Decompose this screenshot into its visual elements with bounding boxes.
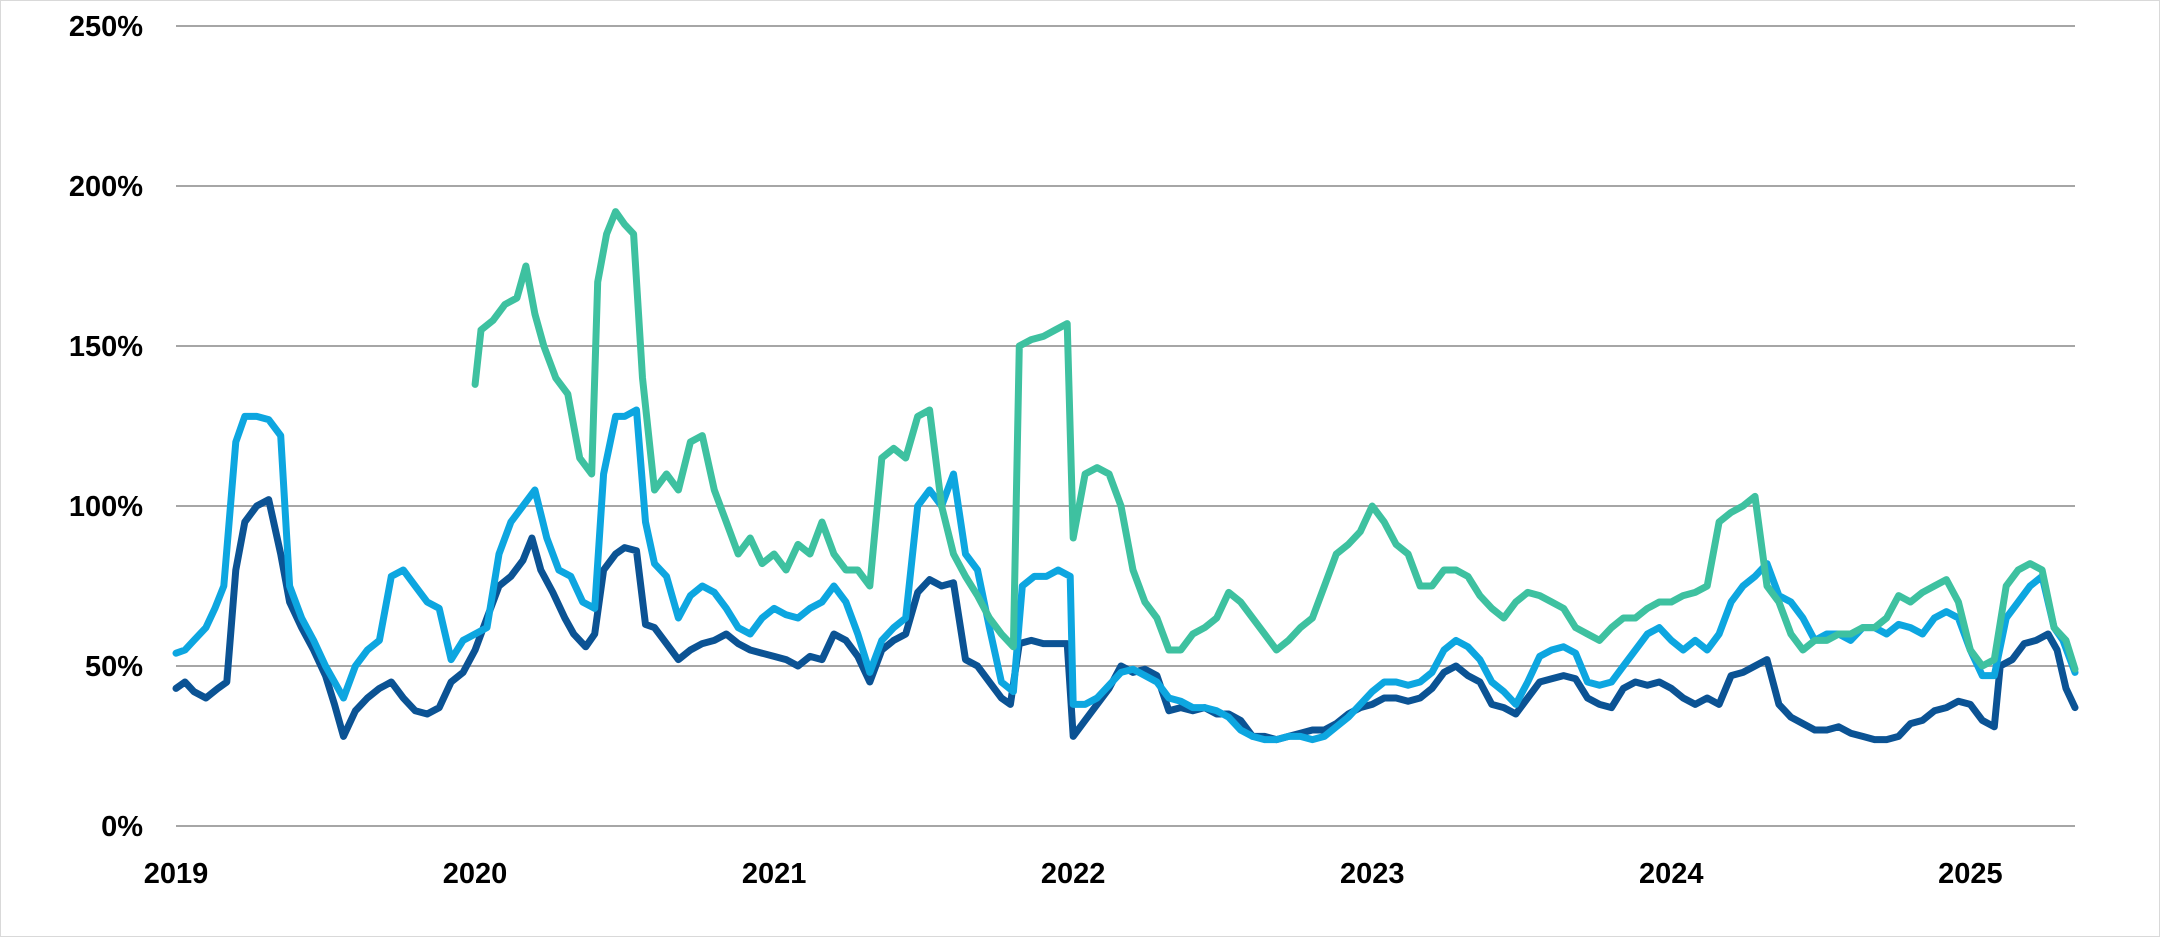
gridlines [176, 25, 2075, 827]
x-tick-label: 2019 [144, 858, 209, 890]
x-tick-label: 2022 [1041, 858, 1106, 890]
x-tick-label: 2021 [742, 858, 807, 890]
x-tick-label: 2020 [443, 858, 508, 890]
x-tick-label: 2025 [1938, 858, 2003, 890]
y-axis-tick-labels: 0% 50% 100% 150% 200% 250% [69, 11, 143, 843]
x-tick-label: 2024 [1639, 858, 1704, 890]
y-tick-label: 250% [69, 11, 143, 43]
series-line-3 [471, 208, 2079, 673]
x-axis-tick-labels: 2019 2020 2021 2022 2023 2024 2025 [144, 858, 2003, 890]
series-lines [172, 208, 2079, 744]
y-tick-label: 0% [101, 811, 143, 843]
series-line-2 [172, 406, 2079, 744]
y-tick-label: 100% [69, 491, 143, 523]
y-tick-label: 150% [69, 331, 143, 363]
y-tick-label: 200% [69, 171, 143, 203]
y-tick-label: 50% [85, 651, 143, 683]
x-tick-label: 2023 [1340, 858, 1405, 890]
